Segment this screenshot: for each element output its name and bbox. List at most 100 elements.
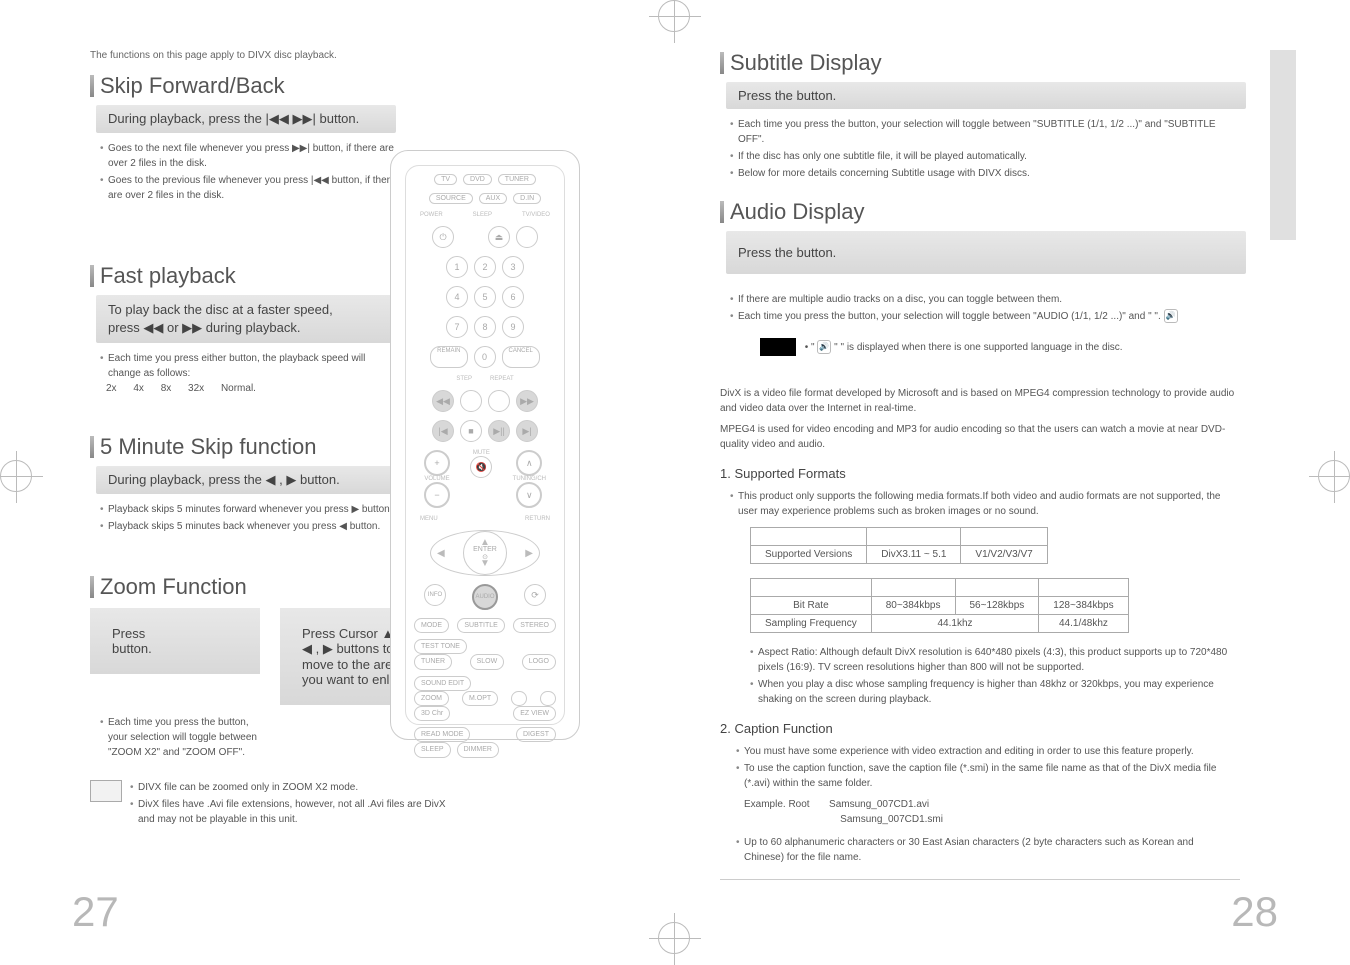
remote-btn — [511, 691, 527, 706]
audio-note: • " 🔊 " " is displayed when there is one… — [805, 342, 1123, 353]
label: REPEAT — [490, 376, 514, 382]
num-btn: 5 — [474, 286, 496, 308]
num-btn: 6 — [502, 286, 524, 308]
bullet: Each time you press the button, your sel… — [730, 117, 1230, 147]
h1-subtitle-text: Subtitle Display — [730, 50, 882, 76]
section-subtitle: Subtitle Display Press the button. Each … — [720, 50, 1260, 181]
divx-p2: MPEG4 is used for video encoding and MP3… — [720, 422, 1240, 452]
next-icon: ▶| — [516, 420, 538, 442]
info-btn: INFO — [424, 584, 446, 606]
speaker-icon: 🔊 — [1164, 309, 1178, 323]
crop-mark-top — [658, 0, 690, 32]
bullet: Playback skips 5 minutes back whenever y… — [100, 519, 400, 534]
arrow-down-icon: ▼ — [480, 558, 490, 569]
remote-btn: SOURCE — [429, 193, 473, 204]
prev-icon: |◀ — [432, 420, 454, 442]
remote-btn: DIGEST — [516, 727, 556, 742]
sub-five: During playback, press the ◀ , ▶ button. — [96, 466, 396, 494]
bullet: Playback skips 5 minutes forward wheneve… — [100, 502, 400, 517]
num-btn: 9 — [502, 316, 524, 338]
page-number-right: 28 — [1231, 888, 1278, 936]
remote-btn: DVD — [463, 174, 492, 185]
bullet: This product only supports the following… — [730, 489, 1230, 519]
cell: Supported Versions — [751, 546, 867, 564]
h1-subtitle: Subtitle Display — [720, 50, 1260, 76]
table-versions: Supported Versions DivX3.11 ~ 5.1 V1/V2/… — [750, 527, 1048, 564]
h1-bar-icon — [90, 436, 94, 458]
speed: Normal. — [221, 383, 256, 394]
remote-btn: LOGO — [522, 654, 556, 669]
sub-subtitle: Press the button. — [726, 82, 1246, 109]
remote-btn: SLEEP — [414, 742, 451, 757]
bullet: Goes to the previous file whenever you p… — [100, 173, 400, 203]
h1-audio: Audio Display — [720, 199, 1260, 225]
remote-btn: TUNER — [414, 654, 452, 669]
remote-btn: M.OPT — [462, 691, 498, 706]
circ-btn: ⟳ — [524, 584, 546, 606]
sub-h-formats: 1. Supported Formats — [720, 466, 1240, 481]
speed: 32x — [188, 383, 204, 394]
arrow-up-icon: ▲ — [480, 537, 490, 548]
bullet: DIVX file can be zoomed only in ZOOM X2 … — [130, 780, 450, 795]
bullet: Each time you press the button, your sel… — [100, 715, 260, 760]
remote-btn: TUNER — [498, 174, 536, 185]
remote-btn: READ MODE — [414, 727, 470, 742]
crop-mark-right — [1318, 460, 1350, 492]
bullet: Each time you press the button, your sel… — [730, 309, 1230, 324]
arrow-right-icon: ▶ — [525, 548, 533, 559]
example-label: Example. Root — [744, 799, 810, 810]
side-tab — [1270, 50, 1296, 240]
vol-up-icon: + — [424, 450, 450, 476]
speed: 8x — [161, 383, 172, 394]
num-btn: 3 — [502, 256, 524, 278]
bullet: Each time you press either button, the p… — [100, 351, 400, 381]
num-btn: 2 — [474, 256, 496, 278]
note-black-icon — [760, 338, 796, 356]
remote-control-diagram: TV DVD TUNER SOURCE AUX D.IN POWER SLEEP… — [390, 150, 580, 740]
bullet: Up to 60 alphanumeric characters or 30 E… — [736, 835, 1236, 865]
divx-info-box: DivX is a video file format developed by… — [720, 386, 1240, 880]
sub-fast-l2: press ◀◀ or ▶▶ during playback. — [108, 319, 384, 337]
remote-btn: SOUND EDIT — [414, 676, 471, 691]
num-btn: 1 — [446, 256, 468, 278]
section-audio: Audio Display Press the button. If there… — [720, 199, 1260, 356]
cell: V1/V2/V3/V7 — [961, 546, 1047, 564]
num-btn: 0 — [474, 346, 496, 368]
label: MENU — [420, 516, 438, 522]
h1-skip: Skip Forward/Back — [90, 73, 630, 99]
page-right: Subtitle Display Press the button. Each … — [710, 40, 1270, 896]
h1-bar-icon — [90, 265, 94, 287]
cell: Sampling Frequency — [751, 615, 872, 633]
bullet: If the disc has only one subtitle file, … — [730, 149, 1230, 164]
bullet: Below for more details concerning Subtit… — [730, 166, 1230, 181]
sub-skip: During playback, press the |◀◀ ▶▶| butto… — [96, 105, 396, 133]
crop-mark-bottom — [658, 922, 690, 954]
cell: 56~128kbps — [955, 597, 1039, 615]
remote-btn: TV — [434, 174, 457, 185]
bullet: You must have some experience with video… — [736, 744, 1236, 759]
bullet: When you play a disc whose sampling freq… — [750, 677, 1230, 707]
intro-text: The functions on this page apply to DIVX… — [90, 50, 630, 61]
divx-p1: DivX is a video file format developed by… — [720, 386, 1240, 416]
bullet: To use the caption function, save the ca… — [736, 761, 1236, 791]
cell: 128~384kbps — [1039, 597, 1128, 615]
cell: DivX3.11 ~ 5.1 — [867, 546, 961, 564]
ch-up-icon: ∧ — [516, 450, 542, 476]
h1-fast-text: Fast playback — [100, 263, 236, 289]
zoom-box-line: Press — [112, 626, 238, 641]
remote-btn: CANCEL — [502, 346, 540, 368]
sub-fast: To play back the disc at a faster speed,… — [96, 295, 396, 343]
remote-btn: D.IN — [513, 193, 541, 204]
sub-audio: Press the button. — [726, 231, 1246, 274]
nav-ring: ▲ ▼ ◀ ▶ ENTER ⊙ — [430, 530, 540, 576]
ch-down-icon: ∨ — [516, 482, 542, 508]
rewind-icon: ◀◀ — [432, 390, 454, 412]
h1-bar-icon — [720, 201, 724, 223]
cell: 44.1/48khz — [1039, 615, 1128, 633]
remote-btn: STEREO — [513, 618, 556, 633]
bullet: If there are multiple audio tracks on a … — [730, 292, 1230, 307]
cell: Bit Rate — [751, 597, 872, 615]
bullet: DivX files have .Avi file extensions, ho… — [130, 797, 450, 827]
vol-down-icon: − — [424, 482, 450, 508]
bullet-text: Each time you press the button, your sel… — [738, 311, 1161, 322]
